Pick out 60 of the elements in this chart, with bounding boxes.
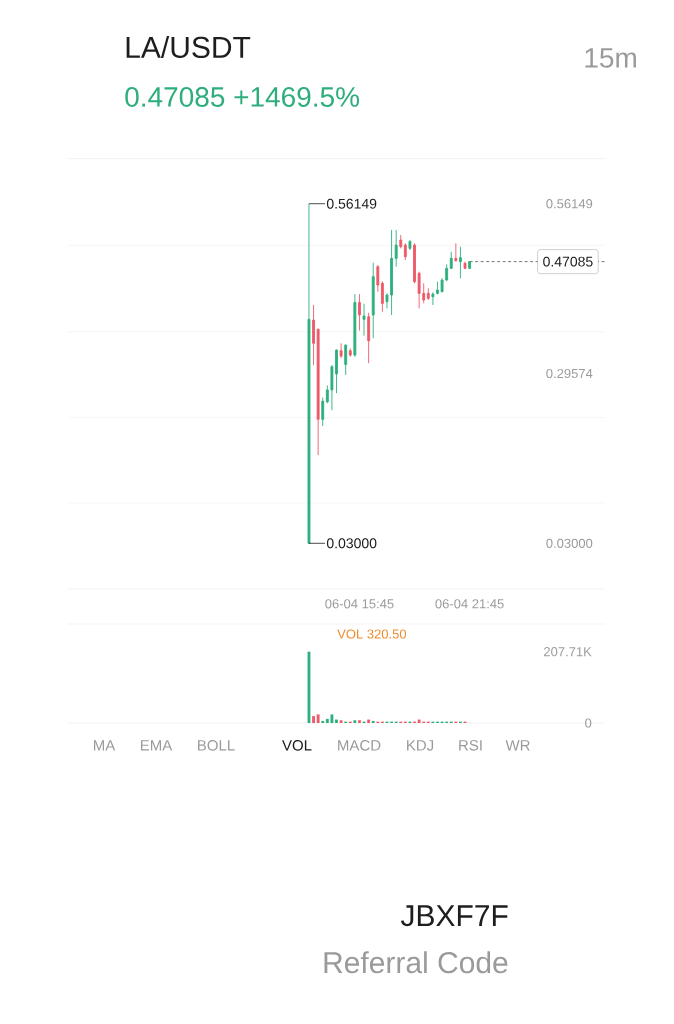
candlestick (408, 239, 412, 251)
bar (367, 719, 371, 723)
bar (312, 716, 315, 723)
text: RSI (459, 740, 482, 751)
candlestick (426, 287, 430, 301)
bar (316, 714, 320, 723)
bar (417, 719, 421, 723)
text: BOLL (198, 740, 235, 751)
text: WR (505, 740, 530, 751)
y-tick-label: 207.71K (544, 647, 592, 657)
annotation: 0.03000 (326, 538, 377, 549)
x-tick-label: 06-04 15:45 (325, 599, 394, 609)
candlestick (459, 246, 462, 279)
bar (330, 714, 334, 723)
candlestick (344, 344, 348, 376)
candlestick (376, 264, 380, 293)
candlestick (348, 347, 352, 358)
bar (325, 718, 329, 723)
candlestick (449, 251, 453, 270)
text: 15m (585, 48, 636, 68)
candlestick (358, 293, 361, 331)
text: Referral Code (324, 951, 508, 974)
text: KDJ (407, 740, 434, 751)
y-tick-label: 0 (585, 718, 592, 728)
y-tick-label: 0.03000 (546, 538, 593, 548)
candlestick (307, 203, 311, 544)
text: VOL (282, 740, 312, 751)
candlestick (367, 312, 371, 364)
bar (371, 720, 375, 723)
y-tick-label: 0.56149 (546, 199, 593, 209)
bar (335, 719, 338, 723)
x-tick-label: 06-04 21:45 (435, 599, 504, 609)
candlestick (454, 242, 458, 263)
chart-title: VOL 320.50 (337, 629, 407, 639)
bar (321, 720, 325, 723)
bar (339, 720, 343, 723)
bar (353, 720, 357, 723)
candlestick (394, 229, 398, 268)
candlestick (403, 242, 407, 261)
ref-line-label: 0.47085 (543, 256, 593, 267)
candlestick (339, 342, 343, 359)
candlestick (316, 328, 320, 456)
candlestick (353, 293, 357, 358)
candlestick (312, 304, 315, 366)
candlestick (371, 262, 375, 339)
chart-title: LA/USDT (126, 35, 251, 58)
text: MACD (338, 740, 381, 751)
y-tick-label: 0.29574 (546, 368, 593, 379)
candlestick (380, 280, 384, 313)
bar (358, 720, 361, 723)
chart-subtitle: 0.47085 +1469.5% (125, 87, 360, 107)
candlestick (468, 260, 472, 270)
candlestick (321, 397, 325, 427)
annotation: 0.56149 (326, 198, 377, 209)
text: JBXF7F (400, 905, 508, 927)
text: EMA (140, 740, 173, 751)
candlestick (362, 303, 366, 337)
candlestick (463, 261, 467, 270)
candlestick (399, 234, 403, 249)
text: MA (93, 740, 116, 751)
